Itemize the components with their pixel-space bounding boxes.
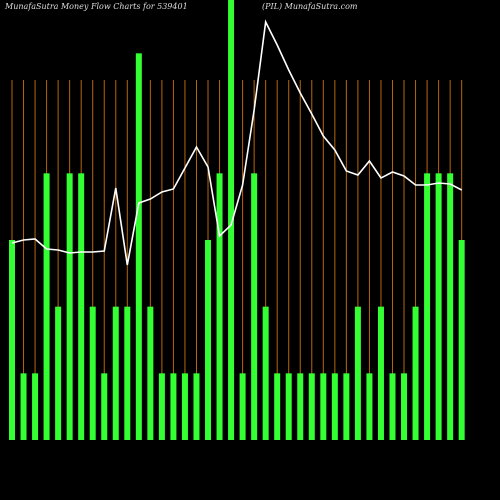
- bar: [124, 306, 131, 440]
- bar: [55, 306, 62, 440]
- bar: [239, 373, 246, 440]
- bar: [170, 373, 177, 440]
- bar: [412, 306, 419, 440]
- bar: [389, 373, 396, 440]
- bar: [424, 173, 431, 441]
- bar: [43, 173, 50, 441]
- bar: [20, 373, 27, 440]
- bar: [320, 373, 327, 440]
- price-line: [11, 19, 463, 266]
- bar: [216, 173, 223, 441]
- bar: [447, 173, 454, 441]
- bar: [158, 373, 165, 440]
- bar: [458, 240, 465, 440]
- bar: [251, 173, 258, 441]
- bar: [66, 173, 73, 441]
- bar: [205, 240, 212, 440]
- bar: [78, 173, 85, 441]
- bar: [331, 373, 338, 440]
- bar: [181, 373, 188, 440]
- bar: [112, 306, 119, 440]
- bar: [228, 0, 235, 440]
- bar: [32, 373, 39, 440]
- bar: [435, 173, 442, 441]
- bar: [343, 373, 350, 440]
- bar: [297, 373, 304, 440]
- bar: [401, 373, 408, 440]
- bar: [366, 373, 373, 440]
- bar: [135, 53, 142, 440]
- bar: [285, 373, 292, 440]
- bar: [377, 306, 384, 440]
- bar: [101, 373, 108, 440]
- bar: [9, 240, 15, 440]
- bar: [193, 373, 200, 440]
- bar: [262, 306, 269, 440]
- bar: [147, 306, 154, 440]
- bar: [308, 373, 315, 440]
- bar: [89, 306, 96, 440]
- chart-title: MunafaSutra Money Flow Charts for 539401: [4, 2, 188, 11]
- bar: [274, 373, 281, 440]
- bar: [354, 306, 361, 440]
- chart-subtitle: (PIL) MunafaSutra.com: [262, 2, 358, 11]
